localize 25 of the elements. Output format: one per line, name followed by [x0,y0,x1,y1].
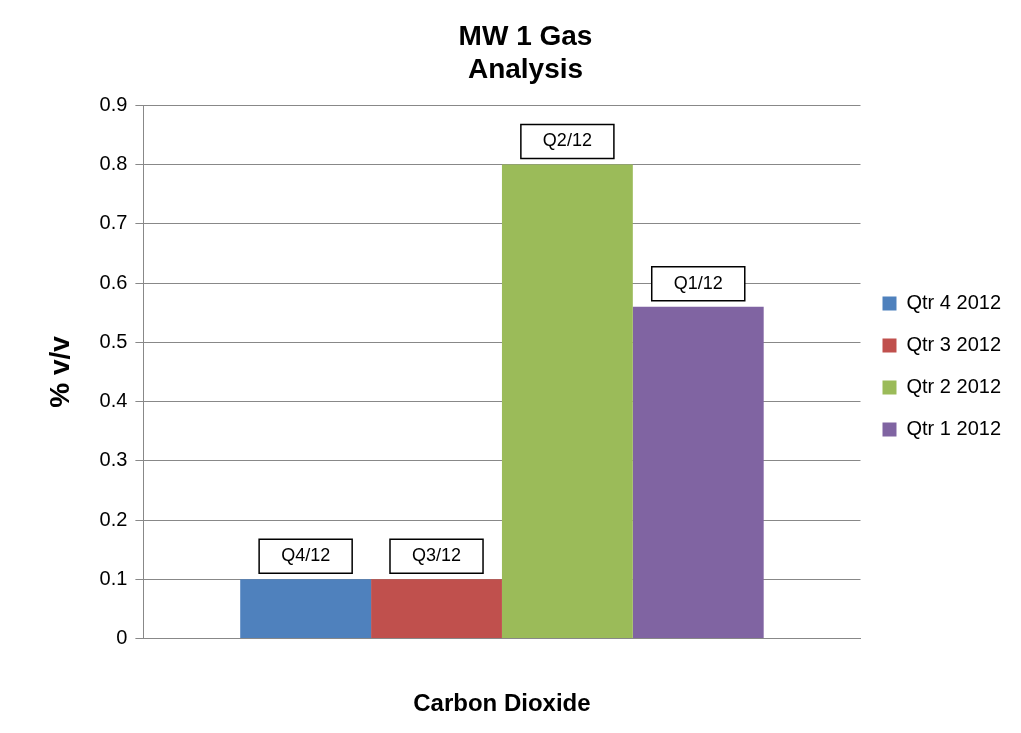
chart-title: MW 1 Gas Analysis [458,19,593,85]
y-tick-label: 0 [116,626,128,649]
bar [240,579,372,639]
legend-label: Qtr 3 2012 [906,333,1002,356]
data-label: Q4/12 [281,545,331,566]
legend-label: Qtr 2 2012 [906,375,1002,398]
bar [501,164,633,639]
y-tick-label: 0.4 [99,389,128,412]
y-tick-label: 0.2 [99,507,128,530]
bar [371,579,502,639]
data-label: Q3/12 [411,545,462,566]
y-tick-label: 0.9 [99,92,128,115]
data-label: Q2/12 [542,130,592,151]
y-axis-title: % v/v [43,335,75,408]
y-tick-label: 0.6 [99,270,128,293]
data-label: Q1/12 [673,272,723,293]
legend-label: Qtr 4 2012 [906,291,1002,314]
y-tick-label: 0.8 [99,151,128,174]
bar [632,306,764,639]
x-axis-title: Carbon Dioxide [413,689,591,717]
y-tick-label: 0.7 [99,211,128,234]
y-tick-label: 0.1 [99,566,128,589]
y-tick-label: 0.3 [99,448,128,471]
y-tick-label: 0.5 [99,329,128,352]
legend-label: Qtr 1 2012 [906,417,1002,440]
